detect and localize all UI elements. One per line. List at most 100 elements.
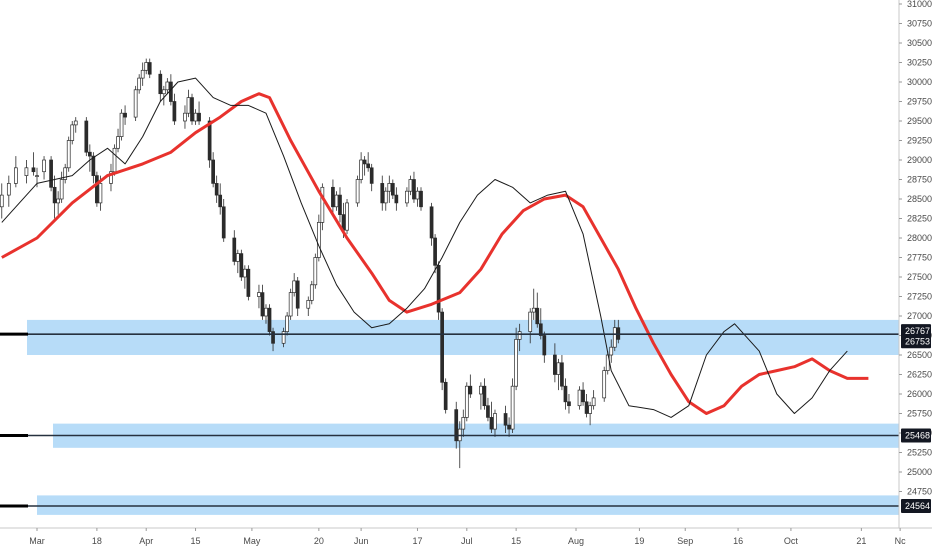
candle-body (112, 147, 117, 173)
time-tick-label: 16 (733, 536, 743, 546)
time-axis[interactable]: Mar 18 Apr 15 May 20 Jun 17 Jul 15 Aug 19 Sep 16 Oct 21… (29, 528, 906, 546)
time-tick-label: Aug (568, 536, 584, 546)
candle-body (63, 167, 68, 180)
candle-body (489, 417, 494, 430)
candle-body (338, 194, 342, 215)
candle-body (91, 155, 96, 176)
candle-body (211, 159, 215, 184)
level-badge-bg (901, 428, 931, 443)
time-tick-label: Apr (139, 536, 153, 546)
candle-body (257, 292, 261, 297)
candle-body (14, 167, 18, 184)
candle-body (531, 307, 536, 313)
candle-body (70, 124, 75, 141)
candle-body (295, 280, 300, 309)
candle-body (334, 194, 339, 208)
time-tick-label: 15 (191, 536, 201, 546)
candle-body (436, 264, 441, 313)
candle-body (440, 311, 444, 383)
price-tick-label: 31000 (907, 0, 932, 9)
candlesticks (0, 58, 621, 469)
candle-body (264, 307, 268, 317)
candle-body (197, 112, 201, 122)
candle-body (84, 120, 89, 153)
candle-body (119, 112, 124, 137)
candle-body (313, 257, 318, 286)
price-tick-label: 28250 (907, 214, 932, 224)
candle-body (345, 202, 349, 231)
candle-body (567, 401, 571, 407)
candle-body (309, 284, 314, 301)
candle-body (390, 183, 395, 196)
price-tick-label: 28000 (907, 233, 932, 243)
candle-body (408, 179, 413, 192)
candle-body (144, 62, 149, 71)
candle-body (383, 190, 388, 204)
time-tick-label: Jul (461, 536, 473, 546)
time-tick-label: Sep (677, 536, 693, 546)
candle-body (186, 97, 191, 114)
price-axis[interactable]: 2475025000252502550025750260002625026500… (899, 0, 932, 497)
candle-body (133, 89, 138, 118)
candle-body (137, 77, 142, 91)
candle-body (609, 346, 614, 356)
candle-body (355, 179, 360, 204)
price-tick-label: 26500 (907, 350, 932, 360)
time-tick-label: 15 (511, 536, 521, 546)
level-badge-label: 24564 (905, 501, 930, 511)
level-badge-bg (901, 499, 931, 514)
candle-body (553, 354, 557, 375)
price-tick-label: 28750 (907, 175, 932, 185)
candle-body (24, 167, 29, 176)
candle-body (514, 339, 518, 387)
price-tick-label: 27500 (907, 272, 932, 282)
time-tick-label: Jun (354, 536, 369, 546)
candle-body (193, 112, 198, 122)
candle-body (517, 331, 522, 340)
price-tick-label: 26250 (907, 370, 932, 380)
candle-body (49, 159, 53, 188)
candle-body (221, 206, 226, 239)
price-tick-label: 25750 (907, 409, 932, 419)
candle-body (31, 167, 36, 173)
time-tick-label: 18 (92, 536, 102, 546)
price-tick-label: 27750 (907, 253, 932, 263)
candle-body (288, 292, 293, 317)
support-zone (27, 319, 899, 355)
time-tick-label: 17 (412, 536, 422, 546)
candle-body (6, 183, 11, 196)
candle-body (362, 159, 367, 165)
candle-body (271, 331, 275, 344)
candle-body (602, 370, 607, 399)
candle-body (172, 101, 177, 122)
support-zone (37, 495, 899, 515)
candle-body (464, 385, 469, 418)
candle-body (169, 81, 173, 102)
price-tick-label: 30750 (907, 19, 932, 29)
candle-body (214, 183, 219, 196)
candle-body (443, 381, 448, 410)
candle-body (285, 315, 289, 332)
candle-body (461, 417, 466, 430)
candle-body (493, 413, 497, 430)
candle-body (239, 253, 244, 278)
candle-body (95, 175, 99, 204)
price-tick-label: 29750 (907, 97, 932, 107)
candle-body (369, 167, 374, 184)
price-tick-label: 28500 (907, 194, 932, 204)
candle-body (98, 183, 103, 204)
price-tick-label: 26000 (907, 389, 932, 399)
candle-body (581, 389, 585, 403)
price-tick-label: 30500 (907, 38, 932, 48)
candle-body (260, 292, 265, 317)
candle-body (292, 280, 297, 293)
candle-body (73, 120, 78, 126)
candle-body (486, 405, 490, 418)
candle-body (468, 385, 473, 395)
candle-body (0, 194, 4, 208)
candle-body (433, 237, 437, 266)
time-tick-label: Mar (29, 536, 45, 546)
price-tick-label: 27000 (907, 311, 932, 321)
